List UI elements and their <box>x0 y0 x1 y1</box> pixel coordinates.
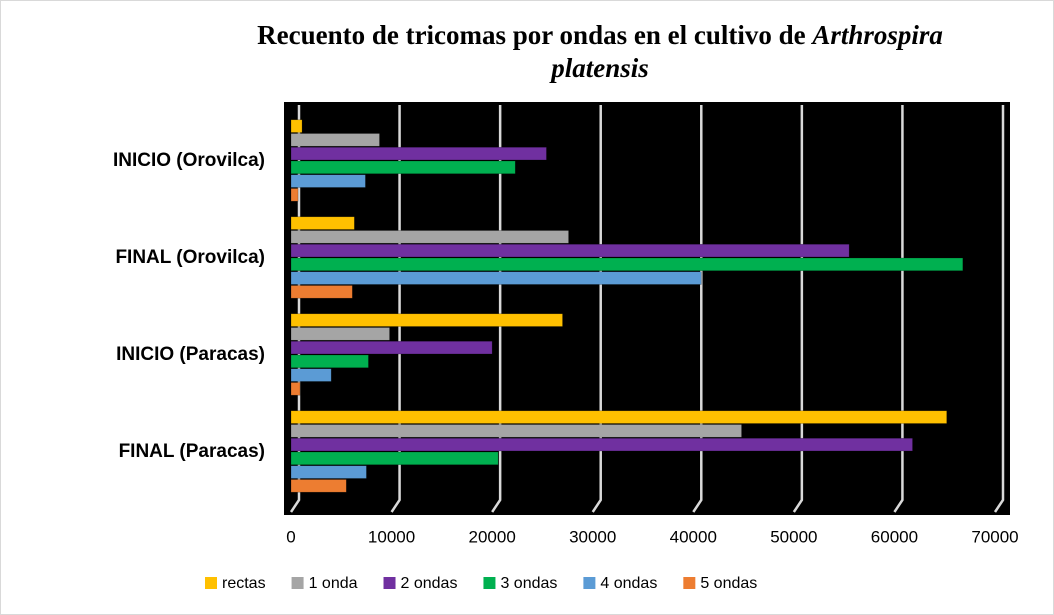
bar <box>290 160 516 175</box>
x-tick-label: 0 <box>286 527 295 546</box>
bar <box>290 313 563 327</box>
chart-title: platensis <box>549 53 649 83</box>
y-tick-label: FINAL (Orovilca) <box>115 247 265 268</box>
x-tick-label: 70000 <box>971 527 1018 546</box>
grid-line <box>893 105 904 513</box>
legend-swatch <box>483 577 496 589</box>
bar <box>290 382 301 396</box>
legend-label: 1 onda <box>309 575 358 592</box>
x-tick-label: 10000 <box>368 527 415 546</box>
bar <box>290 243 850 258</box>
legend-swatch <box>291 577 304 589</box>
x-tick-label: 20000 <box>469 527 516 546</box>
bar <box>290 451 499 466</box>
legend-label: 2 ondas <box>401 575 458 592</box>
grid-line <box>792 105 804 513</box>
legend-label: rectas <box>222 575 266 592</box>
bar <box>290 230 569 244</box>
x-tick-label: 50000 <box>770 527 817 546</box>
legend-label: 5 ondas <box>700 575 757 592</box>
bar <box>290 465 367 479</box>
bar <box>290 424 742 438</box>
y-tick-label: INICIO (Paracas) <box>116 344 265 365</box>
x-tick-label: 30000 <box>569 527 616 546</box>
bar <box>290 437 913 452</box>
x-tick-label: 60000 <box>871 527 918 546</box>
bar <box>290 133 380 147</box>
bar <box>290 368 332 382</box>
legend-swatch <box>683 577 696 589</box>
bar <box>290 271 702 285</box>
chart-title: Recuento de tricomas por ondas en el cul… <box>257 20 943 50</box>
bar <box>290 479 347 493</box>
title-italic: Arthrospira <box>810 20 943 50</box>
bar <box>290 146 547 161</box>
y-tick-label: INICIO (Orovilca) <box>113 150 265 171</box>
bar <box>290 354 369 369</box>
bar <box>290 410 948 424</box>
grid-line <box>993 105 1005 513</box>
legend-label: 3 ondas <box>500 575 557 592</box>
x-tick-label: 40000 <box>670 527 717 546</box>
bar <box>290 327 390 341</box>
title-text: Recuento de tricomas por ondas en el cul… <box>257 20 805 50</box>
y-tick-label: FINAL (Paracas) <box>119 441 265 462</box>
bar <box>290 174 366 188</box>
legend-swatch <box>583 577 596 589</box>
grid-line <box>591 105 602 513</box>
bar <box>290 119 303 133</box>
bar <box>290 257 964 272</box>
bar <box>290 340 493 355</box>
bar <box>290 216 355 230</box>
bar <box>290 188 299 202</box>
legend-swatch <box>205 577 217 589</box>
bar <box>290 285 353 299</box>
legend-label: 4 ondas <box>600 575 657 592</box>
legend-swatch <box>383 577 396 589</box>
grid-line <box>692 105 703 513</box>
